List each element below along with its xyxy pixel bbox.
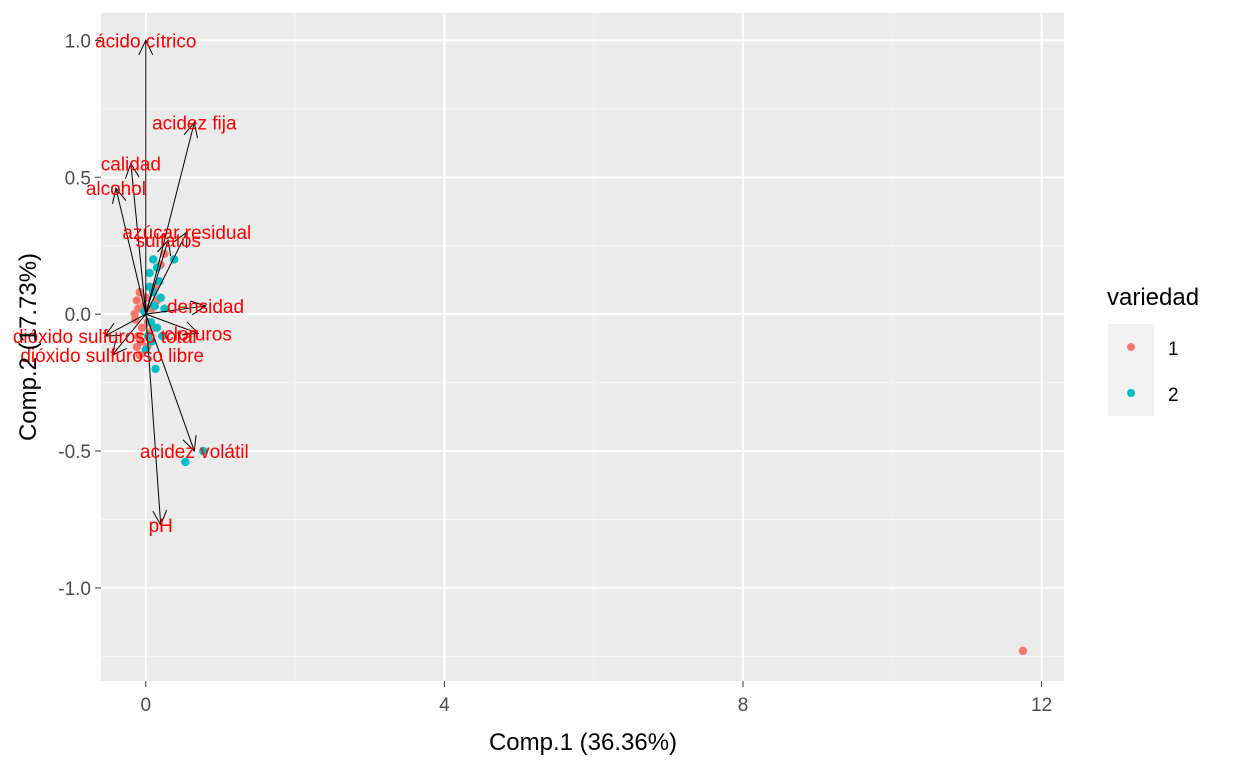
y-tick-label: -0.5 — [58, 442, 91, 463]
score-point-variedad-2 — [199, 446, 208, 456]
score-point-variedad-2 — [158, 331, 167, 341]
loading-arrow-shaft — [145, 313, 195, 452]
loading-arrow-shaft — [104, 313, 147, 337]
loading-arrow-head — [112, 187, 127, 204]
loading-label: densidad — [167, 297, 244, 318]
score-point-variedad-1 — [135, 351, 145, 360]
major-gridlines — [101, 13, 1064, 681]
score-point-variedad-2 — [145, 282, 154, 291]
loading-arrow-shaft — [115, 188, 147, 315]
legend-label-2: 2 — [1168, 385, 1179, 406]
loading-label: dióxido sulfuroso libre — [20, 346, 204, 367]
y-axis-title: Comp.2 (17.73%) — [15, 253, 42, 441]
score-point-variedad-1 — [130, 309, 139, 319]
loading-arrow-shaft — [145, 314, 162, 525]
loading-arrow-shaft — [145, 122, 195, 315]
legend-label-1: 1 — [1168, 339, 1179, 360]
loading-arrow-head — [182, 435, 197, 453]
loading-arrow-shaft — [145, 231, 188, 315]
loading-labels: ácido cítrico acidez fija calidad alcohol az… — [13, 31, 251, 537]
loading-arrow-shaft — [145, 240, 169, 315]
y-tick-label: -1.0 — [58, 579, 91, 600]
score-point-variedad-1 — [135, 288, 145, 297]
score-point-variedad-2 — [152, 323, 162, 333]
loading-arrow-shaft — [145, 305, 206, 315]
loading-arrow-shaft — [130, 163, 147, 315]
score-point-variedad-2 — [156, 293, 165, 302]
score-point-variedad-2 — [160, 304, 169, 313]
score-point-variedad-2 — [143, 331, 153, 341]
score-point-variedad-1 — [137, 323, 147, 333]
panel-background — [101, 13, 1064, 681]
loading-label: acidez fija — [152, 114, 237, 135]
loading-arrows — [103, 39, 207, 527]
score-point-variedad-2 — [181, 457, 190, 467]
loading-label: ácido cítrico — [95, 31, 196, 52]
score-point-variedad-2 — [149, 255, 158, 264]
minor-gridlines — [101, 13, 1064, 681]
loading-label: azúcar residual — [122, 223, 251, 244]
score-point-variedad-2 — [151, 364, 160, 374]
legend-marker-2 — [1127, 389, 1135, 397]
loading-arrow-head — [103, 322, 121, 337]
y-tick-label: 0.0 — [65, 305, 91, 326]
loading-arrow-head — [152, 509, 168, 527]
x-tick-label: 4 — [439, 695, 450, 716]
loading-arrow-head — [138, 39, 154, 56]
loading-label: cloruros — [164, 324, 232, 345]
x-tick-label: 8 — [738, 695, 749, 716]
legend-title: variedad — [1107, 284, 1199, 311]
y-tick-label: 1.0 — [65, 31, 91, 52]
legend: variedad 1 2 — [1107, 284, 1199, 416]
loading-label: alcohol — [86, 179, 146, 200]
score-point-variedad-1 — [132, 342, 142, 352]
loading-label: pH — [149, 516, 173, 537]
y-axis-ticks: -1.0 -0.5 0.0 0.5 1.0 — [58, 31, 101, 600]
x-axis-title: Comp.1 (36.36%) — [489, 729, 677, 756]
loading-arrow-head — [111, 339, 127, 357]
loading-label: calidad — [101, 155, 161, 176]
loading-arrow-head — [190, 300, 207, 316]
score-point-variedad-2 — [145, 268, 154, 278]
loading-label: dióxido sulfuroso total — [13, 327, 197, 348]
loading-arrow-head — [124, 162, 140, 179]
x-tick-label: 12 — [1031, 695, 1052, 716]
score-point-variedad-2 — [150, 301, 159, 311]
x-axis-ticks: 0 4 8 12 — [141, 681, 1052, 716]
loading-label: acidez volátil — [140, 442, 249, 463]
score-point-variedad-1 — [132, 296, 142, 305]
legend-marker-1 — [1127, 343, 1135, 351]
y-tick-label: 0.5 — [65, 168, 91, 189]
loading-arrow-head — [156, 239, 172, 257]
x-tick-label: 0 — [141, 695, 152, 716]
loading-arrow-shaft — [111, 313, 147, 356]
loading-arrow-shaft — [145, 313, 199, 334]
loading-label: sulfatos — [135, 231, 200, 252]
loading-arrow-head — [173, 230, 188, 249]
loading-arrow-head — [182, 321, 200, 336]
score-point-variedad-1 — [1018, 646, 1028, 656]
loading-arrow-head — [183, 121, 198, 139]
